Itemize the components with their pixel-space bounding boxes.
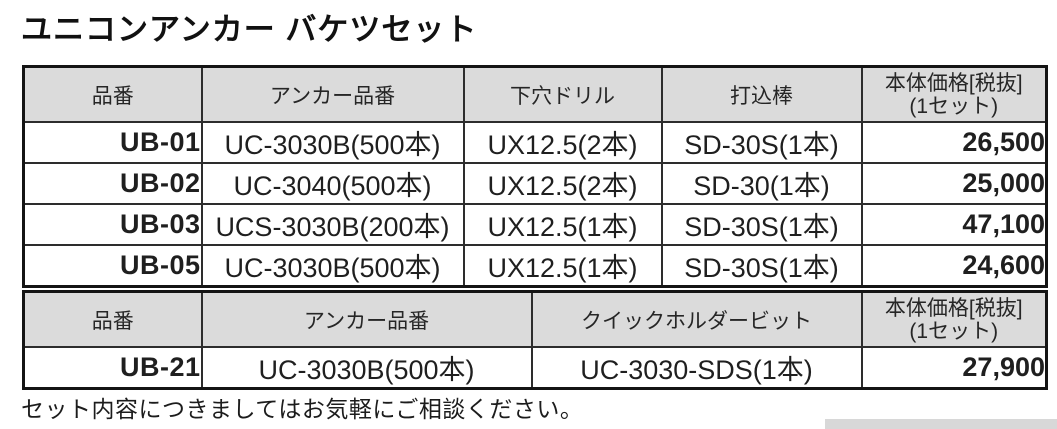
price-header-line1: 本体価格[税抜] [884, 296, 1023, 320]
table-row: UB-01 UC-3030B(500本) UX12.5(2本) SD-30S(1… [22, 121, 1048, 164]
bucket-set-table-sds: 品番 アンカー品番 クイックホルダービット 本体価格[税抜] (1セット) UB… [22, 290, 1048, 390]
table-row: UB-05 UC-3030B(500本) UX12.5(1本) SD-30S(1… [22, 244, 1048, 288]
table-header-row: 品番 アンカー品番 クイックホルダービット 本体価格[税抜] (1セット) [22, 290, 1048, 348]
table-row: UB-02 UC-3040(500本) UX12.5(2本) SD-30(1本)… [22, 162, 1048, 205]
price-header-line1: 本体価格[税抜] [884, 71, 1023, 95]
column-header-quick-holder-bit: クイックホルダービット [530, 290, 863, 348]
anchor-part: UC-3040(500本) [200, 162, 465, 205]
column-header-drill: 下穴ドリル [462, 65, 663, 123]
column-header-anchor: アンカー品番 [200, 290, 533, 348]
price-value: 27,900 [860, 346, 1048, 390]
anchor-part: UC-3030B(500本) [200, 244, 465, 288]
bucket-set-table-standard: 品番 アンカー品番 下穴ドリル 打込棒 本体価格[税抜] (1セット) UB-0… [22, 65, 1048, 288]
price-value: 25,000 [860, 162, 1048, 205]
product-code: UB-01 [22, 121, 203, 164]
quick-holder-bit-part: UC-3030-SDS(1本) [530, 346, 863, 390]
price-value: 47,100 [860, 203, 1048, 246]
product-code: UB-21 [22, 346, 203, 390]
column-header-price: 本体価格[税抜] (1セット) [860, 290, 1048, 348]
bottom-right-gray-bar [825, 419, 1057, 429]
anchor-part: UC-3030B(500本) [200, 346, 533, 390]
column-header-price: 本体価格[税抜] (1セット) [860, 65, 1048, 123]
rod-part: SD-30(1本) [660, 162, 863, 205]
column-header-code: 品番 [22, 290, 203, 348]
product-code: UB-05 [22, 244, 203, 288]
page-title: ユニコンアンカー バケツセット [21, 12, 478, 47]
product-code: UB-03 [22, 203, 203, 246]
price-value: 24,600 [860, 244, 1048, 288]
table-header-row: 品番 アンカー品番 下穴ドリル 打込棒 本体価格[税抜] (1セット) [22, 65, 1048, 123]
column-header-anchor: アンカー品番 [200, 65, 465, 123]
column-header-code: 品番 [22, 65, 203, 123]
footer-note: セット内容につきましてはお気軽にご相談ください。 [21, 396, 584, 422]
column-header-rod: 打込棒 [660, 65, 863, 123]
rod-part: SD-30S(1本) [660, 244, 863, 288]
drill-part: UX12.5(1本) [462, 203, 663, 246]
price-header-line2: (1セット) [909, 319, 999, 343]
drill-part: UX12.5(2本) [462, 121, 663, 164]
table-row: UB-03 UCS-3030B(200本) UX12.5(1本) SD-30S(… [22, 203, 1048, 246]
price-value: 26,500 [860, 121, 1048, 164]
price-header-line2: (1セット) [909, 94, 999, 118]
product-code: UB-02 [22, 162, 203, 205]
drill-part: UX12.5(2本) [462, 162, 663, 205]
anchor-part: UCS-3030B(200本) [200, 203, 465, 246]
table-row: UB-21 UC-3030B(500本) UC-3030-SDS(1本) 27,… [22, 346, 1048, 390]
drill-part: UX12.5(1本) [462, 244, 663, 288]
rod-part: SD-30S(1本) [660, 121, 863, 164]
rod-part: SD-30S(1本) [660, 203, 863, 246]
anchor-part: UC-3030B(500本) [200, 121, 465, 164]
